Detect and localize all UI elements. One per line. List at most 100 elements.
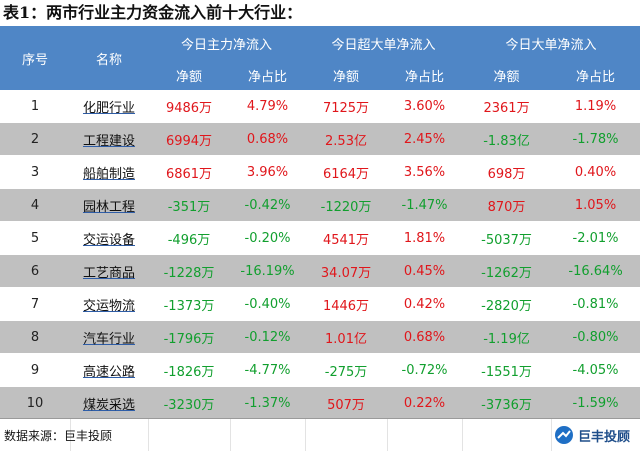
cell-amount: -1262万 [462, 254, 552, 288]
cell-ratio: -0.12% [230, 320, 306, 354]
cell-ratio: -1.37% [230, 386, 306, 420]
cell-amount: 2.53亿 [305, 122, 388, 156]
table-row: 2 工程建设 6994万 0.68% 2.53亿 2.45% -1.83亿 -1.78% [0, 122, 640, 156]
row-seq: 4 [0, 188, 70, 222]
industry-link[interactable]: 高速公路 [82, 364, 135, 380]
cell-ratio: 3.60% [387, 90, 463, 123]
cell-ratio: -16.19% [230, 254, 306, 288]
cell-ratio: -16.64% [551, 254, 640, 288]
industry-link[interactable]: 汽车行业 [82, 331, 135, 347]
cell-ratio: -0.80% [551, 320, 640, 354]
header-name: 名称 [70, 26, 148, 90]
cell-amount: 507万 [305, 386, 388, 420]
header-seq: 序号 [0, 26, 70, 90]
table-row: 7 交运物流 -1373万 -0.40% 1446万 0.42% -2820万 -0.81% [0, 287, 640, 321]
cell-amount: 34.07万 [305, 254, 388, 288]
cell-amount: -1826万 [148, 353, 230, 387]
cell-amount: -2820万 [462, 287, 552, 321]
cell-ratio: -0.20% [230, 221, 306, 255]
row-industry-name[interactable]: 园林工程 [70, 188, 148, 222]
brand-logo: 巨丰投顾 [554, 425, 630, 445]
cell-amount: -1373万 [148, 287, 230, 321]
cell-amount: 1446万 [305, 287, 388, 321]
cell-ratio: 1.81% [387, 221, 463, 255]
header-amount: 净额 [305, 60, 388, 90]
cell-ratio: -0.72% [387, 353, 463, 387]
row-seq: 8 [0, 320, 70, 354]
header-ratio: 净占比 [387, 60, 463, 90]
header-ratio: 净占比 [230, 60, 306, 90]
table-row: 8 汽车行业 -1796万 -0.12% 1.01亿 0.68% -1.19亿 -0.80% [0, 320, 640, 354]
cell-ratio: 0.42% [387, 287, 463, 321]
cell-amount: 6861万 [148, 155, 230, 189]
cell-amount: 7125万 [305, 90, 388, 123]
industry-link[interactable]: 化肥行业 [82, 100, 135, 116]
row-industry-name[interactable]: 交运物流 [70, 287, 148, 321]
table-row: 6 工艺商品 -1228万 -16.19% 34.07万 0.45% -1262万 -16.6… [0, 254, 640, 288]
row-seq: 2 [0, 122, 70, 156]
header-row-sub: 净额 净占比 净额 净占比 净额 净占比 [0, 60, 640, 90]
table-row: 4 园林工程 -351万 -0.42% -1220万 -1.47% 870万 1.05% [0, 188, 640, 222]
cell-amount: -5037万 [462, 221, 552, 255]
cell-amount: 6164万 [305, 155, 388, 189]
header-amount: 净额 [148, 60, 230, 90]
cell-amount: 4541万 [305, 221, 388, 255]
cell-amount: -1.83亿 [462, 122, 552, 156]
cell-ratio: 2.45% [387, 122, 463, 156]
row-industry-name[interactable]: 交运设备 [70, 221, 148, 255]
logo-text: 巨丰投顾 [577, 429, 630, 445]
cell-ratio: -2.01% [551, 221, 640, 255]
cell-ratio: -4.05% [551, 353, 640, 387]
row-seq: 9 [0, 353, 70, 387]
cell-ratio: 1.05% [551, 188, 640, 222]
header-group-large: 今日大单净流入 [462, 26, 640, 60]
cell-amount: -275万 [305, 353, 388, 387]
cell-amount: -496万 [148, 221, 230, 255]
cell-ratio: -1.47% [387, 188, 463, 222]
cell-amount: -1551万 [462, 353, 552, 387]
footer: 数据来源：巨丰投顾 巨丰投顾 [0, 418, 640, 451]
industry-link[interactable]: 煤炭采选 [82, 397, 135, 413]
row-industry-name[interactable]: 汽车行业 [70, 320, 148, 354]
industry-link[interactable]: 工程建设 [82, 133, 135, 149]
industry-fund-flow-table: 序号 名称 今日主力净流入 今日超大单净流入 今日大单净流入 净额 净占比 净额… [0, 26, 640, 420]
header-row-groups: 序号 名称 今日主力净流入 今日超大单净流入 今日大单净流入 [0, 26, 640, 90]
row-seq: 3 [0, 155, 70, 189]
industry-link[interactable]: 交运设备 [82, 232, 135, 248]
row-industry-name[interactable]: 化肥行业 [70, 90, 148, 123]
cell-amount: -1220万 [305, 188, 388, 222]
industry-link[interactable]: 交运物流 [82, 298, 135, 314]
row-industry-name[interactable]: 工艺商品 [70, 254, 148, 288]
cell-amount: 1.01亿 [305, 320, 388, 354]
cell-amount: -3230万 [148, 386, 230, 420]
row-seq: 10 [0, 386, 70, 420]
cell-ratio: -4.77% [230, 353, 306, 387]
cell-amount: 9486万 [148, 90, 230, 123]
row-seq: 6 [0, 254, 70, 288]
row-seq: 1 [0, 90, 70, 123]
header-amount: 净额 [462, 60, 552, 90]
data-source: 数据来源：巨丰投顾 [4, 429, 113, 443]
header-ratio: 净占比 [551, 60, 640, 90]
cell-ratio: -0.81% [551, 287, 640, 321]
cell-amount: 6994万 [148, 122, 230, 156]
cell-ratio: -1.59% [551, 386, 640, 420]
row-industry-name[interactable]: 高速公路 [70, 353, 148, 387]
row-seq: 7 [0, 287, 70, 321]
industry-link[interactable]: 园林工程 [82, 199, 135, 215]
row-industry-name[interactable]: 船舶制造 [70, 155, 148, 189]
row-industry-name[interactable]: 煤炭采选 [70, 386, 148, 420]
row-industry-name[interactable]: 工程建设 [70, 122, 148, 156]
table-row: 5 交运设备 -496万 -0.20% 4541万 1.81% -5037万 -2.01% [0, 221, 640, 255]
jufeng-logo-icon [554, 425, 574, 445]
cell-ratio: -0.42% [230, 188, 306, 222]
cell-ratio: 4.79% [230, 90, 306, 123]
industry-link[interactable]: 船舶制造 [82, 166, 135, 182]
table-title: 表1：两市行业主力资金流入前十大行业： [3, 3, 303, 22]
table-row: 9 高速公路 -1826万 -4.77% -275万 -0.72% -1551万 -4.05% [0, 353, 640, 387]
table-row: 10 煤炭采选 -3230万 -1.37% 507万 0.22% -3736万 -1.59% [0, 386, 640, 420]
industry-link[interactable]: 工艺商品 [82, 265, 135, 281]
cell-amount: -1228万 [148, 254, 230, 288]
cell-ratio: 0.22% [387, 386, 463, 420]
cell-ratio: 3.96% [230, 155, 306, 189]
